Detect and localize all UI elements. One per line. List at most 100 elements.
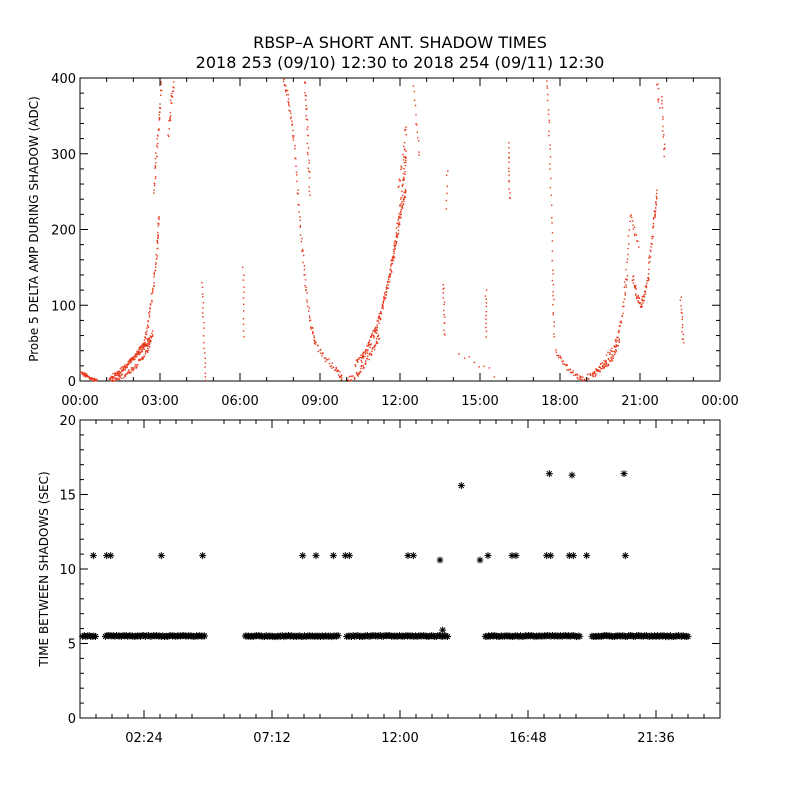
red-data-point [138, 349, 140, 352]
red-data-point [405, 150, 407, 152]
red-data-point [604, 361, 607, 363]
red-data-point [549, 156, 552, 158]
red-data-point [136, 364, 138, 366]
red-data-point [405, 126, 407, 128]
red-data-point [122, 369, 125, 371]
red-data-point [85, 375, 87, 377]
red-data-point [627, 247, 629, 250]
red-data-point [641, 295, 643, 298]
red-data-point [551, 240, 554, 242]
red-data-point [381, 307, 383, 309]
red-data-point [405, 191, 407, 193]
red-data-point [93, 377, 96, 380]
red-data-point [154, 165, 156, 167]
red-data-point [377, 317, 379, 319]
red-data-point [590, 374, 592, 376]
red-data-point [373, 345, 376, 347]
red-data-point [445, 174, 448, 176]
red-data-point [146, 350, 149, 352]
red-data-point [390, 270, 393, 272]
top-x-tick-label: 18:00 [541, 394, 578, 409]
red-data-point [604, 365, 607, 367]
red-data-point [400, 217, 402, 219]
red-data-point [384, 297, 387, 299]
red-data-point [402, 153, 404, 156]
red-data-point [145, 333, 148, 335]
asterisk-data-point [436, 556, 444, 564]
red-data-point [309, 320, 311, 322]
red-data-point [137, 353, 139, 355]
red-data-point [156, 138, 158, 140]
red-data-point [152, 292, 154, 294]
red-data-point [632, 220, 634, 222]
red-data-point [122, 367, 125, 370]
asterisk-data-point [299, 552, 307, 560]
red-data-point [292, 137, 294, 139]
red-data-point [156, 247, 159, 250]
top-x-tick-label: 21:00 [621, 394, 658, 409]
red-data-point [594, 374, 597, 376]
red-data-point [586, 378, 589, 380]
red-data-point [580, 378, 582, 380]
red-data-point [364, 352, 367, 354]
red-data-point [155, 254, 157, 256]
red-data-point [493, 376, 496, 378]
red-data-point [154, 269, 157, 272]
red-data-point [592, 374, 594, 377]
red-data-point [309, 319, 312, 321]
red-data-point [298, 211, 300, 213]
red-data-point [146, 343, 148, 345]
red-data-point [173, 81, 175, 83]
red-data-point [130, 358, 133, 361]
red-data-point [155, 152, 157, 154]
red-data-point [389, 273, 392, 275]
red-data-point [367, 350, 369, 352]
red-data-point [382, 301, 385, 303]
asterisk-data-point [512, 552, 520, 560]
red-data-point [152, 334, 154, 336]
red-data-point [339, 371, 341, 373]
red-data-point [149, 308, 151, 310]
red-data-point [415, 114, 417, 116]
red-data-point [548, 119, 550, 121]
red-data-point [616, 340, 618, 342]
red-data-point [306, 128, 308, 131]
red-data-point [312, 327, 314, 329]
red-data-point [391, 260, 393, 262]
red-data-point [113, 380, 115, 382]
red-data-point [357, 361, 359, 363]
red-data-point [549, 144, 551, 146]
red-data-point [379, 317, 382, 319]
red-data-point [121, 369, 124, 371]
red-data-point [401, 205, 403, 208]
red-data-point [661, 100, 663, 102]
red-data-point [242, 323, 245, 326]
red-data-point [352, 375, 354, 377]
red-data-point [84, 373, 86, 375]
red-data-point [110, 376, 113, 379]
red-data-point [305, 108, 307, 111]
red-data-point [661, 103, 663, 105]
red-data-point [377, 334, 380, 336]
red-data-point [157, 234, 159, 236]
red-data-point [618, 330, 620, 333]
red-data-point [643, 296, 646, 298]
red-data-point [404, 189, 406, 191]
asterisk-data-point [443, 633, 451, 641]
red-data-point [657, 83, 659, 85]
red-data-point [145, 331, 147, 334]
bottom-y-tick-label: 5 [68, 638, 76, 653]
red-data-point [644, 291, 647, 293]
red-data-point [404, 148, 406, 151]
red-data-point [157, 235, 159, 237]
red-data-point [598, 370, 600, 373]
red-data-point [403, 162, 406, 164]
red-data-point [609, 353, 611, 355]
red-data-point [94, 380, 97, 382]
red-data-point [625, 278, 627, 280]
red-data-point [286, 89, 289, 92]
red-data-point [625, 284, 627, 286]
red-data-point [347, 380, 349, 382]
red-data-point [365, 360, 367, 362]
asterisk-data-point [312, 552, 320, 560]
